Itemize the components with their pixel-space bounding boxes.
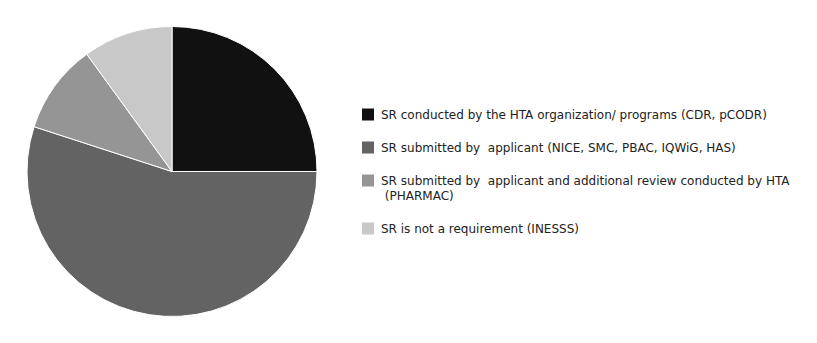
legend-label: SR conducted by the HTA organization/ pr…: [381, 108, 767, 122]
legend-label: SR is not a requirement (INESSS): [381, 222, 579, 236]
legend-swatch: [362, 142, 374, 154]
legend-swatch: [362, 175, 374, 187]
legend-swatch: [362, 223, 374, 235]
pie-slice: [172, 27, 317, 172]
legend-swatch: [362, 109, 374, 121]
chart: SR conducted by the HTA organization/ pr…: [0, 0, 817, 343]
legend: SR conducted by the HTA organization/ pr…: [362, 108, 790, 236]
pie: [27, 26, 317, 316]
legend-label: SR submitted by applicant (NICE, SMC, PB…: [381, 141, 736, 155]
pie-slice: [87, 26, 172, 171]
chart-container: SR conducted by the HTA organization/ pr…: [0, 0, 817, 343]
legend-label: SR submitted by applicant and additional…: [381, 174, 790, 203]
